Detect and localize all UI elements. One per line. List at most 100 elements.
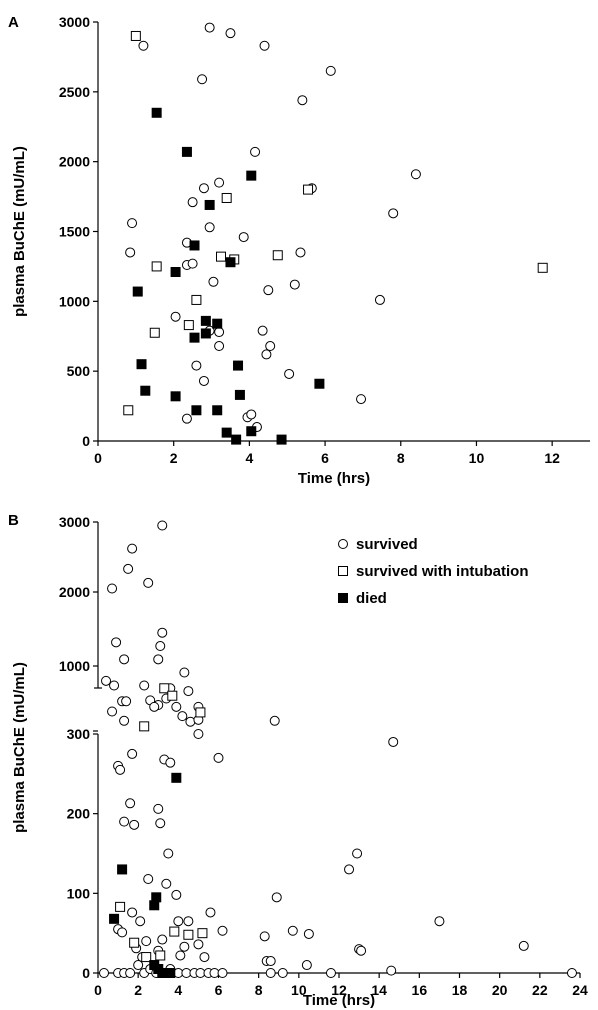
panel-b-point-open-circle (277, 968, 288, 978)
panel-b-y-tick-label: 1000 (59, 658, 90, 674)
panel-b-point-open-circle (157, 520, 168, 531)
panel-b-y-tick-label: 300 (67, 726, 91, 742)
panel-b-point-open-circle (125, 968, 136, 978)
panel-b-point-open-circle (173, 916, 184, 927)
panel-b-point-open-circle (135, 916, 146, 927)
panel-b-point-open-square (115, 901, 126, 912)
panel-a-x-tick-label: 12 (544, 450, 560, 466)
panel-a-point-open-circle (263, 285, 274, 296)
panel-b-point-open-circle (153, 654, 164, 665)
panel-a-x-axis-label: Time (hrs) (298, 470, 370, 487)
panel-b-x-tick-label: 4 (174, 982, 182, 998)
panel-a-point-open-square (303, 184, 314, 195)
panel-a-point-filled-square (132, 286, 143, 297)
panel-a-point-filled-square (204, 199, 215, 210)
panel-b-point-open-circle (127, 748, 138, 759)
panel-a-markers (123, 22, 548, 445)
panel-a-point-filled-square (189, 240, 200, 251)
panel-a-point-open-circle (214, 341, 225, 352)
panel-a-point-open-circle (204, 222, 215, 233)
panel-b-point-open-circle (265, 968, 276, 978)
panel-a-point-filled-square (200, 328, 211, 339)
panel-b-point-open-circle (121, 696, 132, 707)
panel-a-axes: 0 500 1000 1500 2000 2500 3000 0 2 4 6 8 10 12 (59, 14, 590, 466)
panel-b-point-open-circle (213, 752, 224, 763)
panel-a-point-open-circle (374, 294, 385, 305)
panel-a-x-tick-label: 0 (94, 450, 102, 466)
panel-a-point-open-square (183, 320, 194, 331)
panel-b-point-open-square (139, 721, 150, 732)
panel-b-point-open-circle (119, 816, 130, 827)
panel-a-point-open-circle (295, 247, 306, 258)
panel-b-point-open-circle (153, 803, 164, 814)
panel-b-x-tick-label: 0 (94, 982, 102, 998)
panel-a-point-open-circle (356, 394, 367, 405)
legend-symbol-open-circle (338, 539, 348, 549)
panel-b-x-axis-label: Time (hrs) (303, 992, 375, 1009)
panel-b-point-open-square (195, 707, 206, 718)
panel-b-point-open-circle (518, 940, 529, 951)
panel-b-point-open-circle (217, 925, 228, 936)
panel-a-y-axis-label: plasma BuChE (mU/mL) (11, 146, 28, 317)
panel-a-y-tick-label: 1500 (59, 224, 90, 240)
panel-b-point-open-circle (259, 931, 270, 942)
panel-a-point-filled-square (136, 359, 147, 370)
panel-b-point-open-circle (157, 934, 168, 945)
panel-a-y-tick-label: 0 (82, 433, 90, 449)
panel-b-point-open-circle (111, 637, 122, 648)
panel-b-point-open-circle (129, 819, 140, 830)
panel-a-point-filled-square (191, 405, 202, 416)
panel-a-point-filled-square (189, 332, 200, 343)
panel-a-point-open-circle (246, 409, 257, 420)
panel-a-point-filled-square (170, 267, 181, 278)
panel-a-point-open-square (272, 250, 283, 261)
panel-b-point-open-square (159, 683, 170, 694)
panel-b-point-open-circle (179, 941, 190, 952)
panel-a-point-open-circle (208, 276, 219, 287)
panel-b-point-open-circle (99, 968, 110, 978)
panel-a-point-filled-square (212, 318, 223, 329)
panel-a-point-open-circle (187, 258, 198, 269)
panel-a-point-open-circle (198, 375, 209, 386)
panel-b-point-open-circle (177, 711, 188, 722)
panel-b-point-open-circle (199, 952, 210, 963)
panel-a-point-filled-square (221, 427, 232, 438)
panel-a-point-filled-square (231, 434, 242, 445)
panel-b-x-tick-label: 6 (215, 982, 223, 998)
panel-a-y-tick-label: 500 (67, 363, 91, 379)
panel-b-point-open-circle (193, 939, 204, 950)
panel-a-point-open-circle (257, 325, 268, 336)
panel-b-legend: survived survived with intubation died (338, 536, 529, 607)
panel-b-point-open-square (129, 937, 140, 948)
panel-b-point-open-circle (101, 675, 112, 686)
panel-a-point-filled-square (246, 426, 257, 437)
panel-b-x-tick-label: 16 (412, 982, 428, 998)
legend-label-died: died (356, 590, 387, 607)
panel-b-x-tick-label: 14 (371, 982, 387, 998)
panel-b-x-tick-label: 12 (331, 982, 347, 998)
panel-b: B plasma BuChE (mU/mL) Time (hrs) 010020… (8, 512, 588, 1009)
panel-b-point-open-circle (117, 927, 128, 938)
panel-a-point-filled-square (225, 257, 236, 268)
panel-b-point-open-circle (287, 925, 298, 936)
panel-b-point-open-circle (127, 907, 138, 918)
panel-a-point-open-circle (170, 311, 181, 322)
panel-a-point-open-circle (181, 413, 192, 424)
legend-label-survived-with-intubation: survived with intubation (356, 563, 529, 580)
panel-a-point-filled-square (212, 405, 223, 416)
panel-b-point-open-circle (434, 916, 445, 927)
panel-a-x-tick-label: 6 (321, 450, 329, 466)
panel-b-point-open-circle (179, 667, 190, 678)
panel-a-point-open-square (130, 30, 141, 41)
panel-b-x-tick-label: 8 (255, 982, 263, 998)
panel-b-point-open-circle (352, 848, 363, 859)
panel-a-point-open-circle (325, 65, 336, 76)
panel-a-point-open-square (221, 192, 232, 203)
panel-b-point-open-circle (271, 892, 282, 903)
panel-b-point-open-square (167, 690, 178, 701)
panel-b-point-open-circle (139, 680, 150, 691)
panel-b-x-tick-label: 10 (291, 982, 307, 998)
panel-a-point-open-circle (284, 368, 295, 379)
